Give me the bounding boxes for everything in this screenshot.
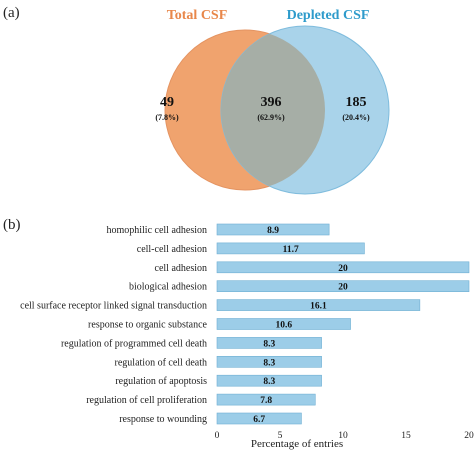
venn-right-count: 185 bbox=[346, 95, 367, 110]
bar bbox=[216, 374, 322, 387]
bar bbox=[216, 412, 302, 425]
panel-a-label: (a) bbox=[3, 5, 20, 21]
bar bbox=[216, 318, 351, 330]
category-label: response to wounding bbox=[119, 414, 207, 425]
bar bbox=[216, 223, 330, 236]
venn-title-total-csf: Total CSF bbox=[167, 8, 228, 23]
venn-overlap-percent: (62.9%) bbox=[257, 113, 285, 122]
category-label: regulation of cell proliferation bbox=[86, 395, 207, 406]
bar-value-label: 7.8 bbox=[260, 396, 272, 406]
category-label: biological adhesion bbox=[129, 282, 207, 293]
bar-value-label: 16.1 bbox=[310, 302, 327, 312]
bar bbox=[216, 355, 322, 368]
x-tick-label: 5 bbox=[278, 431, 283, 441]
bar-value-label: 10.6 bbox=[275, 321, 292, 331]
bar-chart-plot: homophilic cell adhesion 8.9 cell-cell adh… bbox=[20, 223, 470, 425]
bar-value-label: 8.3 bbox=[263, 339, 275, 349]
category-label: cell surface receptor linked signal tran… bbox=[20, 301, 207, 312]
venn-right-percent: (20.4%) bbox=[342, 113, 370, 122]
venn-overlap-count: 396 bbox=[261, 95, 282, 110]
x-tick-label: 10 bbox=[338, 431, 348, 441]
bar bbox=[216, 280, 470, 293]
x-tick-label: 15 bbox=[401, 431, 411, 441]
bar bbox=[216, 337, 322, 349]
bar bbox=[216, 242, 365, 255]
category-label: regulation of programmed cell death bbox=[61, 338, 207, 349]
bar bbox=[216, 261, 470, 274]
x-axis-label: Percentage of entries bbox=[251, 438, 343, 450]
venn-left-count: 49 bbox=[160, 95, 174, 110]
bar bbox=[216, 393, 316, 406]
bar-value-label: 20 bbox=[338, 264, 348, 274]
bar-panel: (b) homophilic cell adhesion 8.9 cell-cell… bbox=[3, 217, 474, 450]
venn-panel: (a) Total CSF Depleted CSF 49 (7.8%) 396… bbox=[3, 5, 390, 195]
category-label: response to organic substance bbox=[88, 320, 208, 331]
category-label: cell adhesion bbox=[155, 263, 207, 274]
panel-b-label: (b) bbox=[3, 217, 21, 233]
category-label: regulation of cell death bbox=[115, 357, 207, 368]
bar-value-label: 8.3 bbox=[263, 358, 275, 368]
category-label: cell-cell adhesion bbox=[137, 244, 207, 255]
category-label: homophilic cell adhesion bbox=[106, 225, 207, 236]
x-tick-label: 0 bbox=[215, 431, 220, 441]
bar-value-label: 11.7 bbox=[283, 245, 299, 255]
bar bbox=[216, 299, 421, 311]
venn-left-percent: (7.8%) bbox=[155, 113, 179, 122]
bar-value-label: 20 bbox=[338, 283, 348, 293]
x-axis: 0 5 10 15 20 bbox=[215, 431, 474, 441]
x-tick-label: 20 bbox=[464, 431, 474, 441]
category-label: regulation of apoptosis bbox=[115, 376, 207, 387]
bar-value-label: 8.9 bbox=[267, 226, 279, 236]
bar-value-label: 8.3 bbox=[263, 377, 275, 387]
venn-title-depleted-csf: Depleted CSF bbox=[287, 8, 370, 23]
venn-overlap-region bbox=[221, 30, 325, 190]
bar-value-label: 6.7 bbox=[253, 415, 265, 425]
